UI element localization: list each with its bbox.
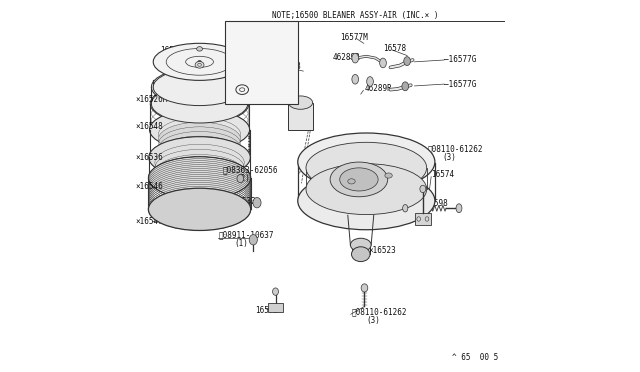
Ellipse shape <box>402 82 408 91</box>
Ellipse shape <box>150 84 249 124</box>
Text: 16573: 16573 <box>255 307 278 315</box>
Ellipse shape <box>153 68 246 106</box>
Ellipse shape <box>289 96 312 109</box>
Ellipse shape <box>352 53 358 63</box>
Text: —16516: —16516 <box>248 41 273 47</box>
Ellipse shape <box>351 247 370 262</box>
Text: 16574: 16574 <box>431 170 454 179</box>
Text: ×16598: ×16598 <box>420 199 448 208</box>
Text: ×16546: ×16546 <box>136 182 163 191</box>
Text: ×16523: ×16523 <box>368 246 396 255</box>
Text: ×16547: ×16547 <box>136 217 163 226</box>
Text: ×16548: ×16548 <box>136 122 163 131</box>
Text: ×16528: ×16528 <box>274 62 301 71</box>
Text: (3): (3) <box>366 316 380 325</box>
Text: Ⓝ08363-62056: Ⓝ08363-62056 <box>223 166 278 174</box>
Ellipse shape <box>350 238 371 251</box>
Text: NOTE;16500 BLEANER ASSY-AIR (INC.× ): NOTE;16500 BLEANER ASSY-AIR (INC.× ) <box>272 11 438 20</box>
Ellipse shape <box>196 46 202 51</box>
Ellipse shape <box>306 164 427 215</box>
Ellipse shape <box>148 188 251 231</box>
Ellipse shape <box>195 61 204 68</box>
Ellipse shape <box>152 84 248 123</box>
Text: —16577G: —16577G <box>444 55 477 64</box>
Text: 1652BB: 1652BB <box>160 46 188 55</box>
Text: UP TO SEPT.'83: UP TO SEPT.'83 <box>227 24 292 33</box>
Text: 16578: 16578 <box>383 44 406 53</box>
Ellipse shape <box>148 137 250 178</box>
Ellipse shape <box>159 122 241 155</box>
Ellipse shape <box>367 77 373 86</box>
Text: 16505C: 16505C <box>160 64 188 73</box>
Text: 16577M: 16577M <box>340 33 368 42</box>
Ellipse shape <box>361 284 368 292</box>
Bar <box>225 21 298 105</box>
Text: 46289R: 46289R <box>364 84 392 93</box>
Ellipse shape <box>253 198 261 208</box>
Ellipse shape <box>150 110 249 150</box>
Text: Ⓓ08110-61262: Ⓓ08110-61262 <box>428 144 483 153</box>
Ellipse shape <box>150 137 250 178</box>
Ellipse shape <box>148 157 251 199</box>
Text: (1): (1) <box>235 239 248 248</box>
Ellipse shape <box>348 179 355 184</box>
Ellipse shape <box>330 162 388 197</box>
Text: (3): (3) <box>442 153 456 162</box>
Ellipse shape <box>456 204 462 213</box>
Text: ×16526M: ×16526M <box>136 95 168 104</box>
Bar <box>268 303 283 312</box>
Ellipse shape <box>198 60 202 63</box>
Ellipse shape <box>152 68 248 106</box>
Text: Ⓞ08911-10637: Ⓞ08911-10637 <box>218 230 274 240</box>
Ellipse shape <box>150 109 250 150</box>
Text: ×16536: ×16536 <box>136 153 163 161</box>
Text: 46289R: 46289R <box>333 52 361 61</box>
Ellipse shape <box>420 185 426 193</box>
Ellipse shape <box>340 168 378 191</box>
Ellipse shape <box>148 157 250 199</box>
Ellipse shape <box>352 74 358 84</box>
Text: Ⓓ08110-61262: Ⓓ08110-61262 <box>351 308 407 317</box>
Text: —16505C: —16505C <box>250 87 280 93</box>
Ellipse shape <box>237 174 244 183</box>
Ellipse shape <box>385 173 392 178</box>
Ellipse shape <box>273 288 278 295</box>
Ellipse shape <box>404 57 410 65</box>
Text: ×16533: ×16533 <box>228 197 256 206</box>
Ellipse shape <box>298 133 435 191</box>
Text: (2): (2) <box>237 174 250 183</box>
Text: —16577G: —16577G <box>444 80 477 89</box>
Ellipse shape <box>306 142 427 193</box>
Ellipse shape <box>403 205 408 212</box>
Bar <box>289 103 312 131</box>
Bar <box>415 213 431 225</box>
Ellipse shape <box>159 131 241 165</box>
Ellipse shape <box>298 172 435 230</box>
Ellipse shape <box>380 58 387 68</box>
Text: ^ 65  00 5: ^ 65 00 5 <box>452 353 498 362</box>
Ellipse shape <box>249 235 257 245</box>
Ellipse shape <box>153 43 246 80</box>
